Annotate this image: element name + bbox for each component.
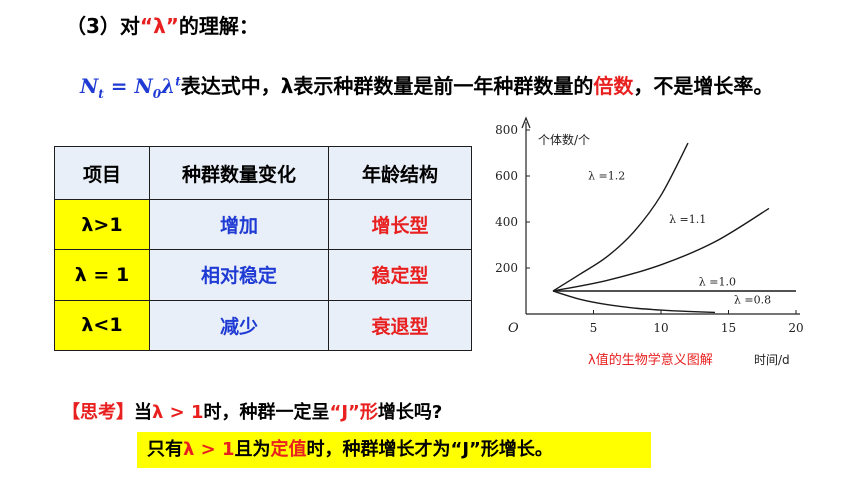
formula-exponent: t xyxy=(175,74,181,89)
series-line xyxy=(552,207,770,292)
formula-lambda: λ xyxy=(161,74,176,98)
think-question: 【思考】当λ > 1时，种群一定呈“J”形增长吗? xyxy=(62,398,442,424)
formula-line: Nt = N0λt表达式中，λ表示种群数量是前一年种群数量的倍数，不是增长率。 xyxy=(80,70,773,101)
y-tick-label: 200 xyxy=(495,261,518,275)
answer-mid: 且为 xyxy=(234,439,271,460)
lambda-table: 项目 种群数量变化 年龄结构 λ>1 增加 增长型 λ = 1 相对稳定 稳定型… xyxy=(54,146,472,352)
formula-n0-sub: 0 xyxy=(152,87,162,101)
series-line xyxy=(552,142,689,292)
series-label: λ =0.8 xyxy=(734,294,771,307)
y-tick-label: 400 xyxy=(495,215,518,229)
chart-caption: λ值的生物学意义图解 xyxy=(588,352,713,368)
chart-layer: 200 400 600 800 5 10 15 20 O 个体数/个时间/d λ值的生物学意义图解 λ… xyxy=(495,116,804,368)
series-label: λ =1.0 xyxy=(699,275,736,288)
y-axis-arrow xyxy=(521,116,531,129)
lambda-chart: 200 400 600 800 5 10 15 20 O 个体数/个时间/d λ值的生物学意义图解 λ… xyxy=(495,116,804,368)
y-tick-label: 600 xyxy=(495,169,518,183)
answer-box: 只有λ > 1且为定值时，种群增长才为“J”形增长。 xyxy=(137,432,651,468)
row-change: 减少 xyxy=(149,299,329,352)
formula-equals: = xyxy=(103,74,135,98)
formula-text2: ，不是增长率。 xyxy=(633,74,774,98)
formula-text1: 表达式中，λ表示种群数量是前一年种群数量的 xyxy=(180,74,594,98)
think-pre: 当 xyxy=(134,402,152,423)
row-item: λ<1 xyxy=(54,299,150,352)
row-item: λ>1 xyxy=(54,198,150,251)
heading-suffix: 的理解： xyxy=(178,14,259,38)
row-age: 衰退型 xyxy=(328,299,472,352)
x-tick-label: 5 xyxy=(590,321,598,335)
think-condition: λ > 1 xyxy=(152,402,204,423)
think-tag: 【思考】 xyxy=(62,402,134,423)
row-change: 增加 xyxy=(149,198,329,251)
header-age: 年龄结构 xyxy=(328,146,472,200)
answer-condition: λ > 1 xyxy=(183,439,235,460)
x-tick-label: 20 xyxy=(788,321,803,335)
header-change: 种群数量变化 xyxy=(149,146,329,200)
y-tick-label: 800 xyxy=(495,123,518,137)
row-item: λ = 1 xyxy=(54,249,150,301)
answer-pre: 只有 xyxy=(147,439,183,460)
series-line xyxy=(552,290,716,314)
think-j-shape: “J”形 xyxy=(329,402,378,423)
formula-n-sub: t xyxy=(98,87,104,101)
think-tail: 增长吗? xyxy=(377,402,443,423)
table-row: λ<1 减少 衰退型 xyxy=(54,299,472,352)
series-label: λ =1.1 xyxy=(669,213,706,226)
formula-n: N xyxy=(80,74,99,98)
table-header-row: 项目 种群数量变化 年龄结构 xyxy=(54,146,472,200)
x-tick-label: 15 xyxy=(721,321,736,335)
answer-fixed: 定值 xyxy=(270,439,307,460)
row-age: 增长型 xyxy=(328,198,472,251)
answer-post: 时，种群增长才为“J”形增长。 xyxy=(306,439,553,460)
row-change: 相对稳定 xyxy=(149,249,329,301)
y-axis-label: 个体数/个 xyxy=(538,132,590,147)
row-age: 稳定型 xyxy=(328,249,472,301)
x-tick-label: 10 xyxy=(653,321,668,335)
origin-label: O xyxy=(508,321,519,336)
heading-prefix: （3）对 xyxy=(66,14,140,38)
series-label: λ =1.2 xyxy=(588,169,625,182)
table-row: λ = 1 相对稳定 稳定型 xyxy=(54,249,472,301)
heading-lambda-quote: “λ” xyxy=(139,14,179,38)
think-post: 时，种群一定呈 xyxy=(203,402,330,423)
section-heading: （3）对“λ”的理解： xyxy=(66,10,259,39)
x-axis-label: 时间/d xyxy=(754,353,790,367)
table-row: λ>1 增加 增长型 xyxy=(54,198,472,251)
header-item: 项目 xyxy=(54,146,150,200)
formula-n0: N xyxy=(134,74,153,98)
formula-emphasis: 倍数 xyxy=(593,74,634,98)
formula-expression: Nt = N0λt xyxy=(80,74,181,101)
